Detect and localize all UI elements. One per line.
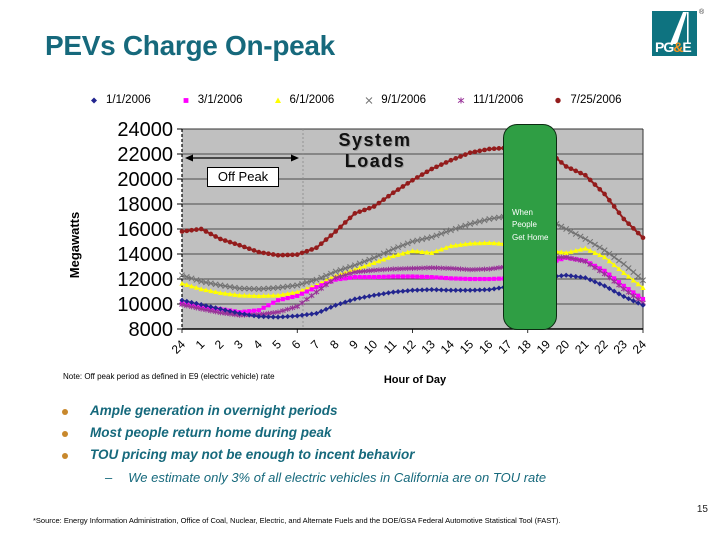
- bullet-text: Ample generation in overnight periods: [90, 403, 338, 418]
- off-peak-label: Off Peak: [207, 167, 279, 187]
- x-tick-label: 18: [515, 337, 535, 357]
- x-tick-label: 23: [611, 337, 631, 357]
- x-tick-label: 20: [553, 337, 573, 357]
- x-axis-label: Hour of Day: [383, 374, 447, 386]
- x-tick-label: 11: [381, 337, 400, 356]
- sub-bullet-text: We estimate only 3% of all electric vehi…: [128, 469, 547, 485]
- pge-logo: PG&E ®: [652, 9, 708, 59]
- legend-item: 7/25/2006: [552, 94, 622, 106]
- legend-marker-icon: [457, 97, 465, 104]
- system-loads-chart: 8000 10000 12000 14000 16000 18000 20000 22000 2…: [55, 118, 655, 390]
- y-axis-label: Megawatts: [67, 211, 82, 279]
- bullet-text: Most people return home during peak: [90, 425, 332, 441]
- legend-item: 11/1/2006: [455, 94, 523, 106]
- registered-mark: ®: [699, 9, 705, 16]
- chart-note: Note: Off peak period as defined in E9 (…: [63, 372, 275, 381]
- legend-item: 3/1/2006: [180, 94, 243, 106]
- y-tick-label: 12000: [117, 269, 173, 291]
- chart-legend: 1/1/2006 3/1/2006 6/1/2006 9/1/2006 11/1/200…: [88, 94, 622, 106]
- pge-logo-box: PG&E: [652, 11, 697, 56]
- x-tick-label: 14: [438, 337, 458, 357]
- bullet-dot-icon: [62, 453, 68, 460]
- callout-text: When People Get Home: [512, 208, 549, 242]
- legend-item: 6/1/2006: [272, 94, 335, 106]
- legend-label: 11/1/2006: [473, 94, 524, 106]
- page-title: PEVs Charge On-peak: [45, 30, 335, 61]
- bullet-item: Ample generation in overnight periods: [62, 403, 682, 419]
- x-tick-label: 3: [231, 337, 246, 352]
- sub-bullet-item: – We estimate only 3% of all electric ve…: [105, 470, 682, 485]
- off-peak-arrow-icon: [185, 154, 299, 162]
- legend-label: 3/1/2006: [197, 94, 243, 106]
- legend-marker-icon: [91, 97, 97, 104]
- sub-bullet-dash: –: [105, 469, 113, 485]
- page-number: 15: [696, 504, 708, 515]
- y-tick-label: 14000: [117, 244, 173, 266]
- x-tick-label: 8: [327, 337, 342, 352]
- source-footnote: *Source: Energy Information Administrati…: [33, 516, 561, 525]
- x-tick-label: 17: [495, 337, 515, 357]
- x-tick-label: 15: [457, 337, 477, 357]
- pge-logo-text: PG&E: [655, 39, 692, 55]
- x-tick-label: 16: [476, 337, 496, 357]
- legend-label: 9/1/2006: [381, 94, 427, 106]
- x-tick-label: 1: [193, 337, 208, 352]
- y-tick-label: 24000: [117, 119, 173, 141]
- legend-label: 7/25/2006: [570, 94, 622, 106]
- x-tick-label: 2: [212, 337, 227, 352]
- legend-item: 9/1/2006: [363, 94, 426, 106]
- x-tick-label: 12: [399, 337, 419, 357]
- x-tick-label: 21: [572, 337, 592, 357]
- chart-plot-area: 8000 10000 12000 14000 16000 18000 20000 22000 2…: [117, 119, 650, 357]
- y-tick-label: 18000: [117, 194, 173, 216]
- x-tick-label: 5: [270, 337, 285, 352]
- x-tick-label: 4: [250, 337, 265, 352]
- legend-marker-icon: [274, 97, 281, 104]
- when-people-get-home-callout: When People Get Home: [503, 124, 557, 330]
- x-tick-label: 10: [361, 337, 381, 357]
- legend-marker-icon: [365, 97, 373, 104]
- legend-item: 1/1/2006: [88, 94, 151, 106]
- y-tick-label: 10000: [117, 294, 173, 316]
- x-tick-label: 13: [418, 337, 438, 357]
- bullet-dot-icon: [62, 409, 68, 415]
- pge-logo-spark-icon: [670, 12, 689, 44]
- legend-marker-icon: [183, 98, 189, 103]
- x-tick-label: 19: [534, 337, 554, 357]
- y-tick-label: 16000: [117, 219, 173, 241]
- y-tick-label: 8000: [129, 319, 174, 341]
- bullet-text: TOU pricing may not be enough to incent …: [90, 447, 415, 463]
- legend-label: 1/1/2006: [106, 94, 151, 106]
- bullet-item: TOU pricing may not be enough to incent …: [62, 447, 682, 463]
- x-tick-label: 24: [630, 337, 650, 357]
- bullet-dot-icon: [62, 431, 68, 438]
- bullet-item: Most people return home during peak: [62, 425, 682, 441]
- y-tick-label: 22000: [117, 144, 173, 166]
- y-tick-label: 20000: [117, 169, 173, 191]
- x-tick-label: 7: [308, 337, 323, 352]
- legend-marker-icon: [555, 97, 562, 104]
- bullet-list: Ample generation in overnight periods Mo…: [62, 403, 682, 485]
- x-tick-label: 6: [289, 337, 304, 352]
- legend-label: 6/1/2006: [289, 94, 335, 106]
- x-tick-label: 9: [346, 337, 361, 352]
- x-tick-label: 22: [591, 337, 611, 357]
- chart-title: System Loads: [338, 130, 412, 171]
